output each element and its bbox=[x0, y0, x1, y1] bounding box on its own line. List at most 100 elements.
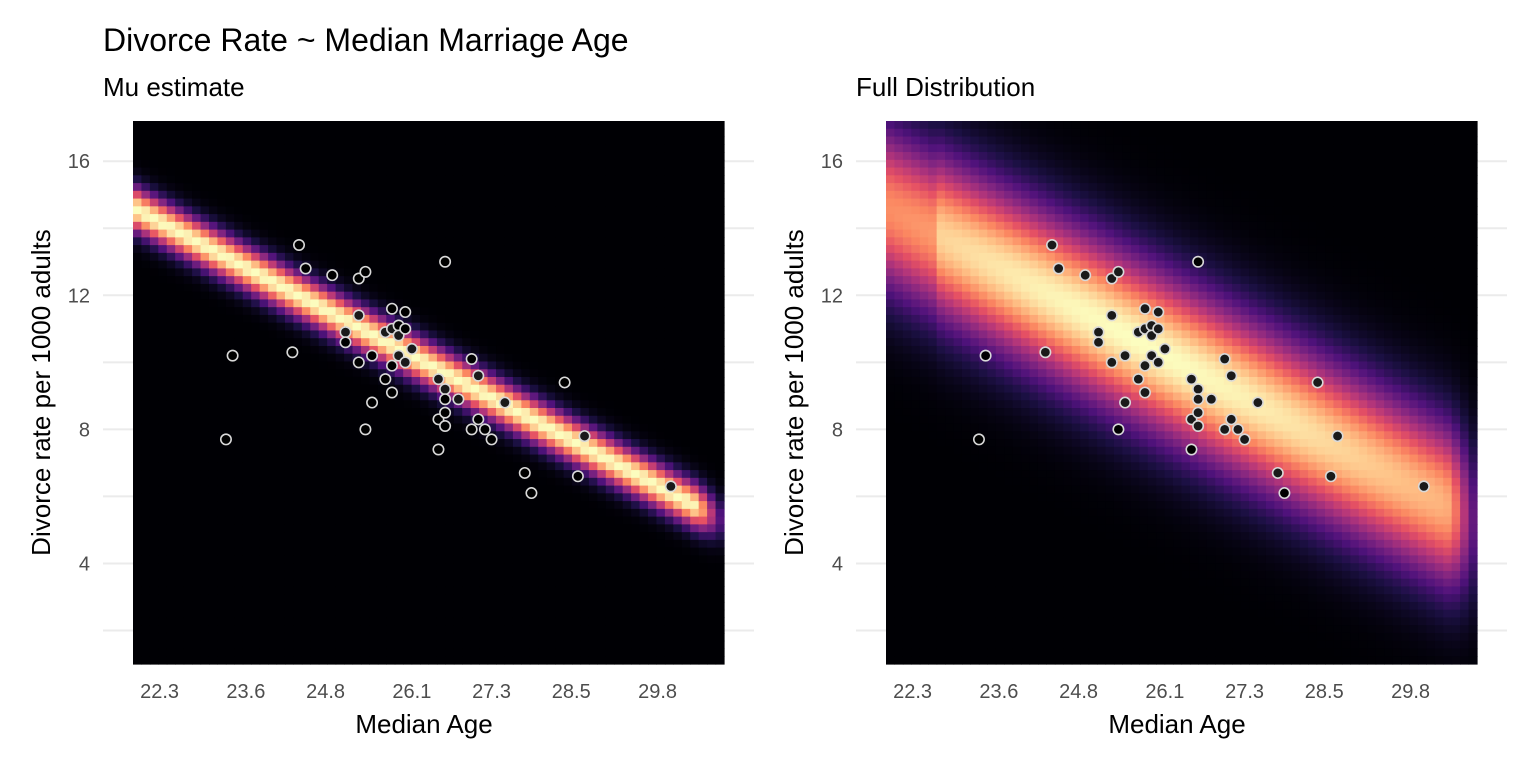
heatmap-cell bbox=[360, 198, 370, 207]
heatmap-cell bbox=[360, 384, 370, 394]
heatmap-cell bbox=[445, 276, 455, 285]
heatmap-cell bbox=[886, 183, 896, 192]
heatmap-cell bbox=[251, 314, 261, 324]
heatmap-cell bbox=[344, 144, 354, 153]
heatmap-cell bbox=[403, 539, 413, 549]
heatmap-cell bbox=[225, 625, 235, 634]
heatmap-cell bbox=[639, 601, 649, 611]
heatmap-cell bbox=[529, 532, 539, 541]
heatmap-cell bbox=[293, 268, 303, 277]
heatmap-cell bbox=[394, 477, 404, 487]
heatmap-cell bbox=[166, 656, 176, 665]
heatmap-cell bbox=[504, 570, 514, 580]
heatmap-cell bbox=[664, 276, 674, 285]
heatmap-cell bbox=[681, 175, 691, 184]
heatmap-cell bbox=[217, 229, 227, 238]
heatmap-cell bbox=[546, 555, 556, 564]
heatmap-cell bbox=[394, 617, 404, 626]
heatmap-cell bbox=[225, 276, 235, 285]
heatmap-cell bbox=[538, 330, 548, 339]
heatmap-cell bbox=[546, 330, 556, 339]
heatmap-cell bbox=[698, 152, 708, 161]
heatmap-cell bbox=[234, 408, 244, 417]
heatmap-cell bbox=[605, 609, 615, 619]
heatmap-cell bbox=[529, 245, 539, 254]
heatmap-cell bbox=[622, 423, 632, 432]
heatmap-cell bbox=[133, 462, 143, 471]
heatmap-cell bbox=[681, 190, 691, 200]
heatmap-cell bbox=[496, 237, 506, 246]
heatmap-cell bbox=[251, 144, 261, 153]
heatmap-cell bbox=[428, 640, 438, 650]
heatmap-cell bbox=[622, 446, 632, 456]
heatmap-cell bbox=[648, 376, 658, 386]
heatmap-cell bbox=[538, 578, 548, 588]
heatmap-cell bbox=[183, 501, 193, 510]
heatmap-cell bbox=[166, 361, 176, 370]
heatmap-cell bbox=[225, 190, 235, 200]
heatmap-cell bbox=[445, 159, 455, 169]
heatmap-cell bbox=[546, 601, 556, 611]
heatmap-cell bbox=[462, 392, 472, 401]
heatmap-cell bbox=[242, 221, 252, 231]
heatmap-cell bbox=[293, 524, 303, 533]
heatmap-cell bbox=[504, 648, 514, 657]
heatmap-cell bbox=[664, 283, 674, 293]
heatmap-cell bbox=[310, 144, 320, 153]
heatmap-cell bbox=[360, 586, 370, 595]
heatmap-cell bbox=[225, 221, 235, 231]
heatmap-cell bbox=[614, 384, 624, 394]
heatmap-cell bbox=[259, 563, 269, 572]
heatmap-cell bbox=[648, 617, 658, 626]
heatmap-cell bbox=[259, 229, 269, 238]
heatmap-cell bbox=[200, 586, 210, 595]
heatmap-cell bbox=[242, 594, 252, 603]
heatmap-cell bbox=[301, 314, 311, 324]
heatmap-cell bbox=[648, 656, 658, 665]
heatmap-cell bbox=[521, 206, 531, 215]
heatmap-cell bbox=[555, 439, 565, 448]
heatmap-cell bbox=[445, 206, 455, 215]
heatmap-cell bbox=[327, 237, 337, 246]
heatmap-cell bbox=[436, 221, 446, 231]
heatmap-cell bbox=[555, 547, 565, 556]
heatmap-cell bbox=[681, 198, 691, 207]
heatmap-cell bbox=[377, 229, 387, 238]
heatmap-cell bbox=[546, 586, 556, 595]
heatmap-cell bbox=[572, 392, 582, 401]
heatmap-cell bbox=[251, 159, 261, 169]
heatmap-cell bbox=[234, 609, 244, 619]
heatmap-cell bbox=[276, 632, 286, 642]
heatmap-cell bbox=[588, 291, 598, 301]
heatmap-cell bbox=[622, 307, 632, 316]
heatmap-cell bbox=[436, 353, 446, 363]
heatmap-cell bbox=[149, 477, 159, 487]
heatmap-cell bbox=[715, 167, 725, 176]
heatmap-cell bbox=[707, 625, 717, 634]
heatmap-cell bbox=[234, 229, 244, 238]
heatmap-cell bbox=[318, 454, 328, 463]
heatmap-cell bbox=[487, 291, 497, 301]
heatmap-cell bbox=[673, 159, 683, 169]
heatmap-cell bbox=[183, 322, 193, 332]
heatmap-cell bbox=[166, 121, 176, 130]
heatmap-cell bbox=[293, 555, 303, 564]
heatmap-cell bbox=[284, 415, 295, 425]
heatmap-cell bbox=[496, 183, 506, 192]
heatmap-cell bbox=[664, 136, 674, 145]
heatmap-cell bbox=[403, 547, 413, 556]
heatmap-cell bbox=[479, 656, 489, 665]
heatmap-cell bbox=[496, 539, 506, 549]
heatmap-cell bbox=[648, 237, 658, 246]
heatmap-cell bbox=[141, 345, 151, 355]
heatmap-cell bbox=[310, 625, 320, 634]
heatmap-cell bbox=[453, 384, 463, 394]
heatmap-cell bbox=[605, 524, 615, 533]
heatmap-cell bbox=[614, 640, 624, 650]
heatmap-cell bbox=[690, 175, 700, 184]
heatmap-cell bbox=[681, 601, 691, 611]
heatmap-cell bbox=[453, 446, 463, 456]
heatmap-cell bbox=[563, 462, 573, 471]
heatmap-cell bbox=[301, 345, 311, 355]
heatmap-cell bbox=[529, 353, 539, 363]
